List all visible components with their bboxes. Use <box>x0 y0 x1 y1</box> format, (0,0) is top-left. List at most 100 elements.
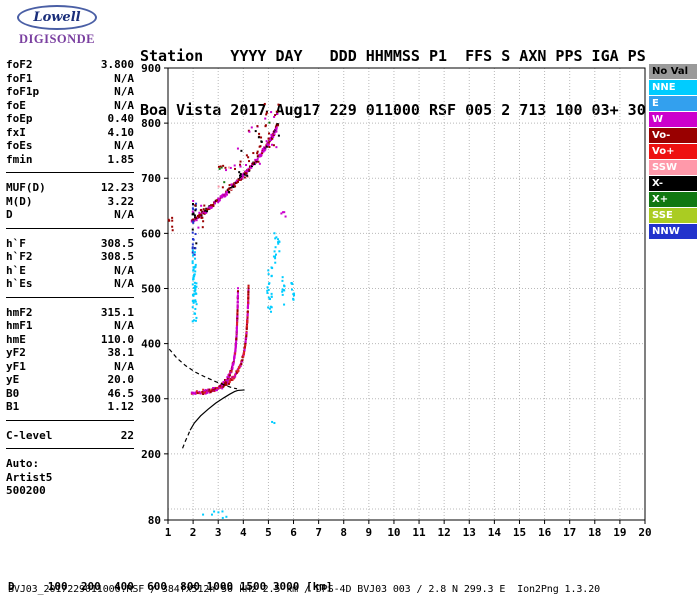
svg-text:500: 500 <box>141 282 161 295</box>
svg-text:700: 700 <box>141 172 161 185</box>
legend-item-NoVal: No Val <box>649 64 697 79</box>
svg-text:16: 16 <box>538 526 552 539</box>
param-value: 1.85 <box>107 152 135 166</box>
param-footer-line: Artist5 <box>6 470 53 484</box>
param-value: 22 <box>120 428 134 442</box>
param-row-hmF1: hmF1 N/A <box>6 319 134 333</box>
svg-text:14: 14 <box>488 526 502 539</box>
param-row-MUF(D): MUF(D) 12.23 <box>6 181 134 195</box>
param-value: N/A <box>114 359 134 373</box>
param-label: hmE <box>6 332 26 346</box>
legend-item-SSW: SSW <box>649 160 697 175</box>
svg-text:12: 12 <box>438 526 451 539</box>
param-row-foEs: foEs N/A <box>6 139 134 153</box>
param-label: foF1p <box>6 85 40 98</box>
param-value: 46.5 <box>107 386 135 400</box>
param-label: yE <box>6 373 20 386</box>
param-label: foF2 <box>6 58 33 71</box>
svg-text:300: 300 <box>141 393 161 406</box>
param-value: 20.0 <box>107 373 135 386</box>
param-group: C-level 22 <box>6 429 134 449</box>
param-label: hmF2 <box>6 305 33 319</box>
param-row-M(D): M(D) 3.22 <box>6 195 134 209</box>
footer-info: BVJ03_2017229011000.RSF / 384fx512h 50 k… <box>8 584 601 595</box>
legend-item-E: E <box>649 96 697 111</box>
param-label: h`F2 <box>6 250 33 263</box>
svg-text:80: 80 <box>148 514 161 527</box>
svg-text:20: 20 <box>638 526 651 539</box>
param-row-fmin: fmin 1.85 <box>6 153 134 167</box>
doppler-legend: No Val NNE E W Vo- Vo+ SSW X- X+ SSE NNW <box>649 64 697 240</box>
svg-text:6: 6 <box>290 526 297 539</box>
param-row-yE: yE 20.0 <box>6 373 134 387</box>
svg-text:1: 1 <box>165 526 172 539</box>
logo-lowell-text: Lowell <box>33 10 81 25</box>
param-row-C-level: C-level 22 <box>6 429 134 443</box>
param-label: fmin <box>6 152 33 166</box>
param-label: M(D) <box>6 194 33 208</box>
svg-text:600: 600 <box>141 227 161 240</box>
param-label: foE <box>6 98 26 112</box>
param-row-B1: B1 1.12 <box>6 400 134 414</box>
svg-text:200: 200 <box>141 448 161 461</box>
legend-item-X-: X- <box>649 176 697 191</box>
header-values-line: Boa Vista 2017 Aug17 229 011000 RSF 005 … <box>140 101 646 119</box>
param-row-yF2: yF2 38.1 <box>6 346 134 360</box>
legend-item-Vo+: Vo+ <box>649 144 697 159</box>
param-value: N/A <box>114 208 134 221</box>
param-row-h`F: h`F 308.5 <box>6 237 134 251</box>
svg-text:19: 19 <box>613 526 626 539</box>
svg-text:7: 7 <box>315 526 322 539</box>
svg-text:9: 9 <box>366 526 373 539</box>
param-value: 0.40 <box>107 112 135 125</box>
logo-digisonde-text: DIGISONDE <box>18 32 96 46</box>
svg-text:10: 10 <box>387 526 400 539</box>
param-value: 3.22 <box>107 194 135 208</box>
legend-item-NNE: NNE <box>649 80 697 95</box>
param-label: C-level <box>6 428 53 442</box>
legend-item-W: W <box>649 112 697 127</box>
svg-text:3: 3 <box>215 526 222 539</box>
profile-topside-dashed <box>168 348 238 390</box>
param-value: N/A <box>114 139 134 152</box>
param-label: yF1 <box>6 359 26 373</box>
param-group: foF2 3.800 foF1 N/A foF1p N/A foE N/A foEp 0.40 fx… <box>6 58 134 173</box>
svg-text:2: 2 <box>190 526 197 539</box>
header-columns-line: Station YYYY DAY DDD HHMMSS P1 FFS S AXN… <box>140 47 646 65</box>
dmuf-table: D 100 200 400 600 800 1000 1500 3000 [km… <box>8 552 339 600</box>
param-row-foE: foE N/A <box>6 99 134 113</box>
param-value: 3.800 <box>100 58 134 71</box>
lowell-digisonde-logo: Lowell DIGISONDE <box>8 5 106 47</box>
param-value: 308.5 <box>100 250 134 263</box>
param-row-h`Es: h`Es N/A <box>6 277 134 291</box>
param-label: B1 <box>6 400 20 413</box>
param-label: h`F <box>6 236 26 250</box>
param-group: h`F 308.5 h`F2 308.5 h`E N/A h`Es N/A <box>6 237 134 298</box>
param-label: MUF(D) <box>6 181 46 194</box>
param-label: h`Es <box>6 277 33 290</box>
param-value: N/A <box>114 98 134 112</box>
param-label: foEs <box>6 139 33 152</box>
svg-text:5: 5 <box>265 526 272 539</box>
param-value: N/A <box>114 277 134 290</box>
param-value: N/A <box>114 85 134 98</box>
param-row-hmF2: hmF2 315.1 <box>6 306 134 320</box>
param-value: 110.0 <box>100 332 134 346</box>
param-panel: foF2 3.800 foF1 N/A foF1p N/A foE N/A foEp 0.40 fx… <box>6 58 134 498</box>
svg-text:900: 900 <box>141 62 161 75</box>
param-row-yF1: yF1 N/A <box>6 360 134 374</box>
svg-text:4: 4 <box>240 526 247 539</box>
svg-text:18: 18 <box>588 526 601 539</box>
param-row-D: D N/A <box>6 208 134 222</box>
param-row-foF1: foF1 N/A <box>6 72 134 86</box>
svg-text:8: 8 <box>340 526 347 539</box>
svg-text:13: 13 <box>463 526 476 539</box>
logo-oval: Lowell <box>17 5 97 30</box>
param-value: N/A <box>114 263 134 277</box>
param-label: fxI <box>6 125 26 139</box>
param-footer-line: 500200 <box>6 484 46 497</box>
profile-solid <box>189 389 245 431</box>
distance-row: D 100 200 400 600 800 1000 1500 3000 [km… <box>8 580 333 593</box>
svg-text:800: 800 <box>141 117 161 130</box>
